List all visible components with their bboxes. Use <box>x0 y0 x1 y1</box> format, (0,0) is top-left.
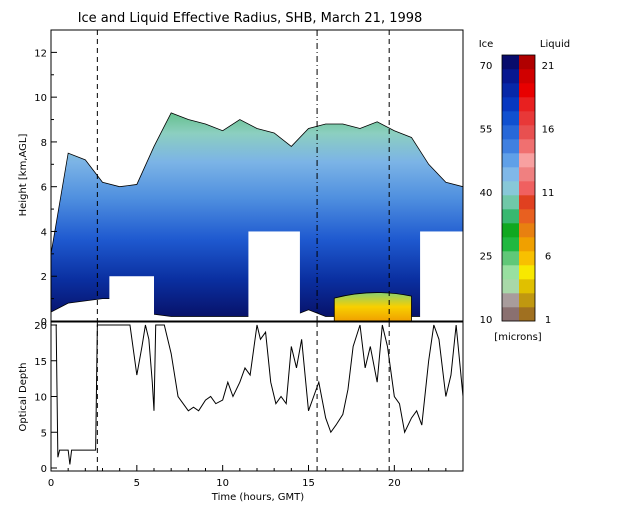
top-y-tick-label-4: 8 <box>41 138 47 149</box>
liquid-color-cell <box>519 55 535 70</box>
liquid-color-cell <box>519 153 535 168</box>
bottom-y-tick-label-3: 15 <box>34 357 47 368</box>
colorbar-liquid-ticks: 21 16 11 6 1 <box>542 61 555 326</box>
liquid-color-cell <box>519 97 535 112</box>
ice-color-cell <box>502 223 519 238</box>
bottom-x-tick-label-1: 5 <box>134 478 140 489</box>
bottom-x-axis-label: Time (hours, GMT) <box>211 492 305 503</box>
liquid-color-cell <box>519 293 535 308</box>
ice-color-cell <box>502 181 519 196</box>
optical-depth-line <box>51 324 463 465</box>
liquid-color-cell <box>519 69 535 84</box>
top-y-tick-label-1: 2 <box>41 272 47 283</box>
liquid-color-cell <box>519 307 535 322</box>
liquid-color-cell <box>519 251 535 266</box>
liquid-color-cell <box>519 237 535 252</box>
liquid-color-cell <box>519 111 535 126</box>
data-gap-1 <box>248 231 300 321</box>
top-y-tick-label-3: 6 <box>41 183 47 194</box>
ice-color-cell <box>502 293 519 308</box>
colorbar-ice-tick-1: 55 <box>480 125 493 136</box>
bottom-x-tick-label-0: 0 <box>48 478 54 489</box>
liquid-color-cell <box>519 265 535 280</box>
optical-depth-panel: 0 5 10 15 20 0 5 10 15 20 Optical Depth Time (ho… <box>18 321 464 503</box>
top-y-tick-label-0: 0 <box>41 317 47 328</box>
top-y-axis-label: Height [km,AGL] <box>18 134 29 217</box>
colorbar-liquid-strip <box>519 55 535 322</box>
liquid-color-cell <box>519 167 535 182</box>
bottom-x-tick-label-2: 10 <box>216 478 229 489</box>
colorbar-ice-ticks: 70 55 40 25 10 <box>480 61 493 326</box>
colorbar-ice-tick-2: 40 <box>480 188 493 199</box>
bottom-plot-frame <box>50 321 464 472</box>
colorbar-ice-strip <box>502 55 519 322</box>
liquid-color-cell <box>519 209 535 224</box>
colorbar-units: [microns] <box>494 332 541 343</box>
ice-color-cell <box>502 307 519 322</box>
liquid-color-cell <box>519 125 535 140</box>
ice-color-cell <box>502 209 519 224</box>
colorbar-ice-tick-4: 10 <box>480 315 493 326</box>
colorbar-liquid-label: Liquid <box>540 39 570 50</box>
liquid-color-cell <box>519 279 535 294</box>
chart-title: Ice and Liquid Effective Radius, SHB, Ma… <box>78 11 423 26</box>
bottom-y-ticks: 0 5 10 15 20 <box>34 321 57 475</box>
bottom-y-tick-label-0: 0 <box>41 464 47 475</box>
cloud-region <box>51 112 463 317</box>
ice-color-cell <box>502 195 519 210</box>
top-y-tick-label-2: 4 <box>41 227 47 238</box>
data-gap-2 <box>420 231 463 321</box>
bottom-x-tick-label-3: 15 <box>302 478 315 489</box>
ice-color-cell <box>502 111 519 126</box>
ice-color-cell <box>502 279 519 294</box>
ice-color-cell <box>502 265 519 280</box>
top-y-tick-label-5: 10 <box>34 93 47 104</box>
colorbar-ice-tick-3: 25 <box>480 252 493 263</box>
ice-color-cell <box>502 251 519 266</box>
ice-color-cell <box>502 97 519 112</box>
colorbar-frame <box>501 54 536 322</box>
colorbar-liquid-tick-4: 1 <box>545 315 551 326</box>
bottom-y-axis-label: Optical Depth <box>18 363 29 432</box>
data-gap-0 <box>109 276 154 321</box>
top-y-tick-label-6: 12 <box>34 48 47 59</box>
liquid-color-cell <box>519 83 535 98</box>
data-gaps <box>109 231 463 321</box>
bottom-x-ticks: 0 5 10 15 20 <box>48 465 447 489</box>
bottom-y-tick-label-2: 10 <box>34 393 47 404</box>
bottom-x-tick-label-4: 20 <box>388 478 401 489</box>
colorbar-liquid-tick-0: 21 <box>542 61 555 72</box>
colorbar: Ice Liquid 70 55 40 25 10 21 16 11 6 1 [microns] <box>479 39 570 343</box>
liquid-color-cell <box>519 181 535 196</box>
effective-radius-panel: 0 2 4 6 8 10 12 Height [km,AGL] <box>18 29 464 328</box>
liquid-layer <box>333 292 412 321</box>
colorbar-ice-label: Ice <box>479 39 494 50</box>
ice-color-cell <box>502 139 519 154</box>
ice-color-cell <box>502 237 519 252</box>
bottom-y-tick-label-1: 5 <box>41 428 47 439</box>
bottom-y-tick-label-4: 20 <box>34 321 47 332</box>
colorbar-liquid-tick-2: 11 <box>542 188 555 199</box>
ice-color-cell <box>502 153 519 168</box>
ice-color-cell <box>502 83 519 98</box>
ice-color-cell <box>502 167 519 182</box>
colorbar-ice-tick-0: 70 <box>480 61 493 72</box>
liquid-color-cell <box>519 139 535 154</box>
top-y-ticks: 0 2 4 6 8 10 12 <box>34 48 57 328</box>
liquid-color-cell <box>519 195 535 210</box>
ice-color-cell <box>502 125 519 140</box>
ice-color-cell <box>502 55 519 70</box>
ice-color-cell <box>502 69 519 84</box>
event-lines-top <box>96 30 390 321</box>
event-lines-bottom <box>96 322 390 471</box>
colorbar-liquid-tick-1: 16 <box>542 125 555 136</box>
top-plot-frame <box>50 29 464 322</box>
liquid-color-cell <box>519 223 535 238</box>
colorbar-liquid-tick-3: 6 <box>545 252 551 263</box>
